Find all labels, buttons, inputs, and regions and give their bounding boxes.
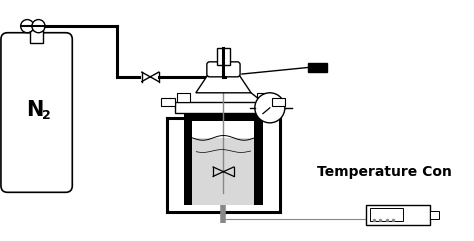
Bar [162,98,174,106]
Bar [370,208,403,221]
Circle shape [255,93,285,123]
Circle shape [21,20,34,33]
Bar [257,93,270,102]
Bar [430,211,439,219]
Polygon shape [196,72,251,93]
Bar [308,63,327,72]
Bar [272,98,285,106]
Bar [176,93,190,102]
Bar [184,113,263,205]
Bar [30,30,43,43]
Bar [192,138,255,205]
Bar [366,205,430,225]
Text: 2: 2 [42,109,50,122]
FancyBboxPatch shape [1,33,73,192]
Circle shape [32,20,45,33]
Text: N: N [26,100,44,120]
Bar [192,121,255,205]
Bar [217,48,230,65]
Bar [174,102,272,114]
FancyBboxPatch shape [207,62,240,77]
Text: Temperature Con: Temperature Con [317,165,452,179]
Bar [167,118,280,212]
